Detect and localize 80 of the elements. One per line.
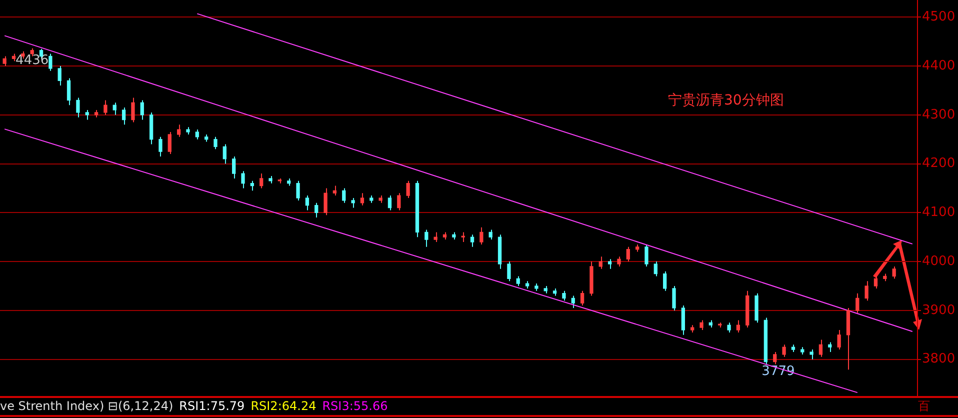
candlestick: [818, 339, 823, 358]
candlestick: [654, 261, 658, 277]
candlestick: [168, 132, 172, 154]
y-tick-label: 4300: [922, 107, 956, 122]
candlestick: [58, 66, 62, 86]
y-tick-label: 4200: [922, 156, 956, 172]
text: 宁贵沥青30分钟图: [668, 92, 784, 109]
candlestick: [644, 244, 648, 267]
candlestick: [397, 192, 401, 211]
candlestick: [314, 202, 318, 218]
candlestick: [598, 256, 602, 270]
candlestick: [837, 330, 841, 350]
candlestick: [580, 290, 584, 306]
candlestick: [48, 53, 52, 72]
candlestick: [195, 129, 199, 140]
candlestick: [782, 344, 786, 358]
y-tick-label: 3800: [922, 352, 956, 367]
candlestick: [608, 258, 612, 270]
candlestick: [241, 170, 245, 189]
candlestick: [296, 180, 300, 201]
candlestick: [140, 100, 144, 120]
candlestick: [434, 232, 438, 242]
candlestick: [406, 180, 410, 198]
candlestick: [158, 136, 162, 157]
candlestick: [864, 280, 868, 302]
candlestick: [66, 78, 71, 106]
candlestick: [104, 100, 108, 116]
candlestick: [360, 192, 364, 206]
annotation: 3779: [762, 364, 795, 379]
text: RSI1:75.79: [179, 399, 245, 413]
candlestick: [571, 295, 575, 308]
text: RSI3:55.66: [322, 399, 388, 413]
candlestick: [176, 124, 181, 138]
text: ve Strenth Index) ⊟(6,12,24): [0, 399, 174, 413]
candlestick: [342, 188, 346, 204]
candlestick: [332, 185, 337, 196]
candlestick: [672, 286, 676, 311]
candlestick: [324, 188, 328, 216]
candlestick: [874, 276, 878, 289]
candlestick: [700, 320, 704, 330]
candlestick: [562, 290, 566, 302]
candlestick: [626, 246, 630, 262]
text: 百: [918, 398, 930, 415]
y-tick-label: 3900: [922, 302, 956, 318]
candlestick: [424, 229, 428, 248]
candlestick: [351, 198, 355, 208]
candlestick: [76, 97, 80, 118]
y-tick-label: 4100: [922, 205, 956, 220]
candlestick: [773, 352, 777, 365]
candlestick: [2, 56, 6, 66]
candlestick: [662, 270, 667, 292]
candlestick: [112, 102, 116, 116]
candlestick: [305, 195, 310, 211]
candlestick: [470, 234, 474, 248]
candlestick: [260, 173, 264, 189]
candlestick: [232, 156, 236, 179]
candlestick: [617, 256, 621, 267]
candlestick: [892, 266, 896, 280]
candlestick: [856, 292, 860, 314]
annotation: 4436: [16, 52, 49, 68]
candlestick: [131, 97, 135, 123]
candlestick: [516, 276, 520, 286]
candlestick: [85, 110, 89, 120]
y-tick-label: 4500: [922, 9, 956, 24]
candlestick: [488, 229, 492, 240]
candlestick: [250, 180, 254, 192]
candlestick: [214, 136, 218, 150]
candlestick: [828, 342, 832, 352]
text: RSI2:64.24: [250, 399, 316, 413]
candlestick: [122, 107, 126, 126]
candlestick: [480, 226, 484, 245]
candlestick: [736, 320, 740, 333]
candlestick: [810, 349, 814, 360]
candlestick: [222, 144, 226, 164]
candlestick: [388, 195, 392, 211]
y-tick-label: 4000: [922, 254, 956, 269]
candlestick: [507, 261, 511, 282]
y-tick-label: 4400: [922, 58, 956, 74]
candlestick: [727, 322, 731, 333]
candlestick: [681, 305, 685, 336]
